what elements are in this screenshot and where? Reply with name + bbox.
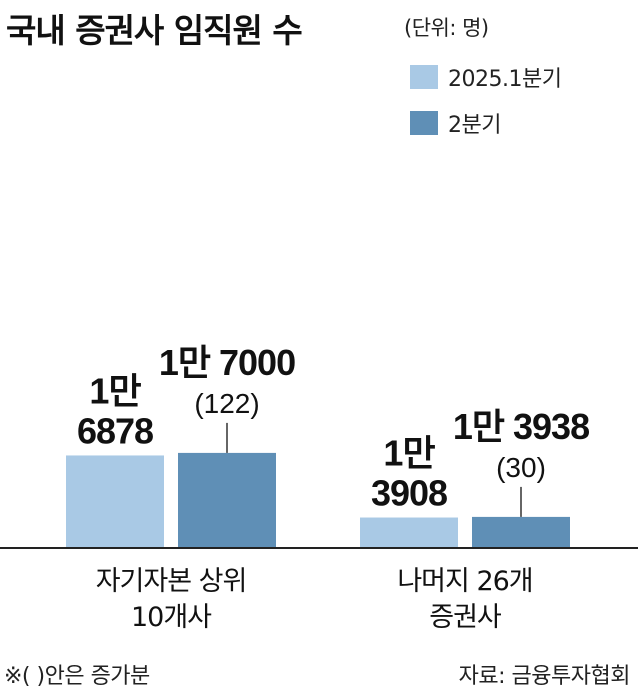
legend-swatch-series-2	[410, 111, 438, 135]
value-label-1-2: 1만 3908	[371, 433, 447, 514]
legend-swatch-series-1	[410, 65, 438, 89]
legend-label-series-1: 2025.1분기	[448, 67, 562, 92]
chart-title: 국내 증권사 임직원 수	[6, 11, 303, 50]
bar-1-2	[360, 517, 458, 548]
bar-2-2	[472, 516, 570, 548]
change-label-2: (30)	[496, 452, 546, 483]
value-label-1-1: 1만 6878	[77, 370, 153, 451]
value-label-2-1: 1만 7000	[159, 342, 295, 383]
legend: 2025.1분기 2분기	[410, 64, 562, 156]
unit-label: (단위: 명)	[404, 16, 489, 40]
value-label-2-2: 1만 3938	[453, 406, 589, 447]
category-label-2: 나머지 26개 증권사	[397, 566, 532, 633]
bar-2-1	[178, 452, 276, 548]
change-label-1: (122)	[194, 388, 259, 419]
footnote: ※( )안은 증가분	[4, 664, 150, 689]
legend-item-series-1: 2025.1분기	[410, 64, 562, 92]
source-label: 자료: 금융투자협회	[458, 664, 631, 689]
category-label-1: 자기자본 상위 10개사	[96, 566, 247, 633]
legend-label-series-2: 2분기	[448, 113, 501, 138]
bar-1-1	[66, 455, 164, 548]
legend-item-series-2: 2분기	[410, 110, 561, 138]
